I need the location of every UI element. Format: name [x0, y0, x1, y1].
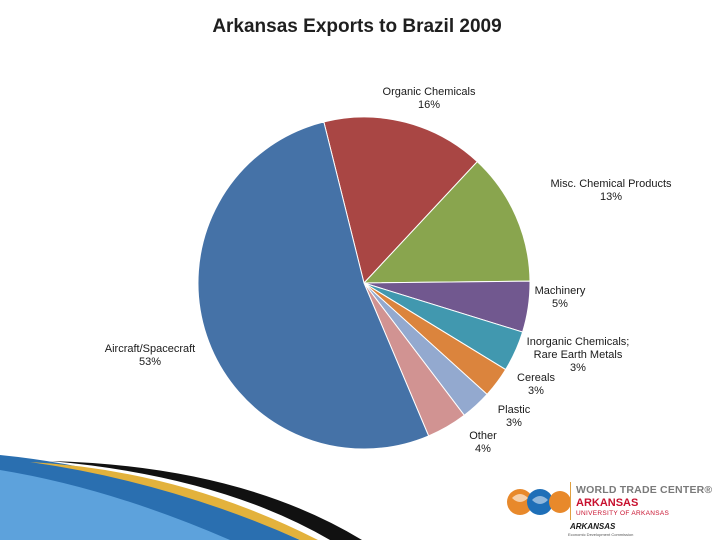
- wtc-logo: WORLD TRADE CENTER® ARKANSAS UNIVERSITY …: [500, 478, 715, 538]
- slice-value-label: 3%: [506, 417, 522, 429]
- slice-value-label: 3%: [528, 385, 544, 397]
- slice-value-label: 53%: [139, 356, 161, 368]
- pie-slices: [197, 116, 531, 450]
- slice-label: Other: [469, 430, 497, 442]
- slice-label: Plastic: [498, 404, 531, 416]
- slice-value-label: 13%: [600, 191, 622, 203]
- slice-label: Inorganic Chemicals; Rare Earth Metals: [527, 336, 630, 361]
- logo-arkansas-text: ARKANSAS: [576, 497, 639, 509]
- pie-slice-organic-chemicals: [323, 116, 478, 285]
- globe-logo-icon: [507, 489, 571, 515]
- pie-slice-aircraft-spacecraft: [197, 121, 430, 450]
- chart-title: Arkansas Exports to Brazil 2009: [212, 16, 502, 37]
- slice-label: Misc. Chemical Products: [550, 178, 672, 190]
- slice-value-label: 4%: [475, 443, 491, 455]
- logo-university-text: UNIVERSITY OF ARKANSAS: [576, 510, 670, 517]
- slice-label: Aircraft/Spacecraft: [105, 343, 195, 355]
- slice-value-label: 3%: [570, 362, 586, 374]
- slice-label: Organic Chemicals: [383, 86, 476, 98]
- logo-brand-text: ARKANSAS: [570, 522, 616, 531]
- logo-wtc-text: WORLD TRADE CENTER®: [576, 484, 713, 496]
- logo-tagline-text: Economic Development Commission: [568, 532, 634, 537]
- slice-value-label: 16%: [418, 99, 440, 111]
- slice-value-label: 5%: [552, 298, 568, 310]
- slice-label: Cereals: [517, 372, 555, 384]
- slice-label: Machinery: [535, 285, 586, 297]
- pie-slice-misc-chemical-products: [362, 160, 531, 284]
- logo-divider: [570, 482, 571, 520]
- corner-swoosh-decoration: [0, 455, 362, 540]
